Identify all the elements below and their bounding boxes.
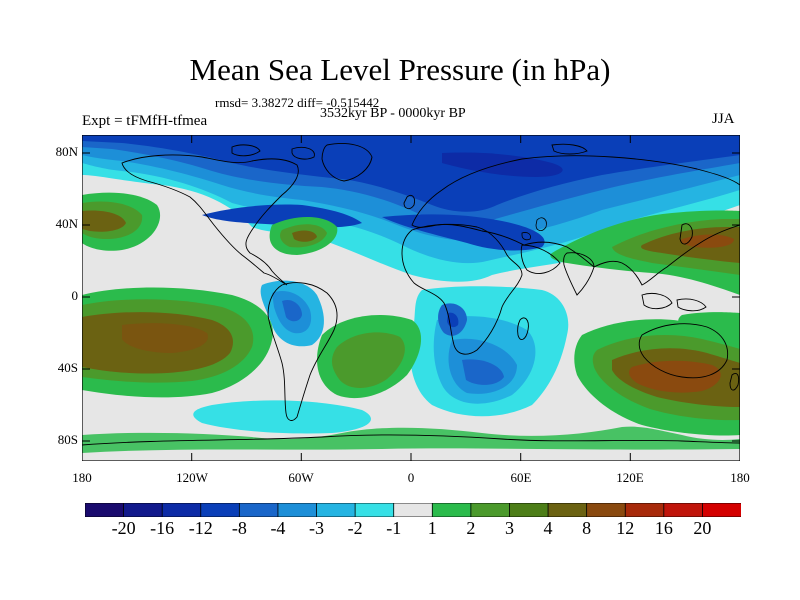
colorbar-label: -12 (188, 518, 213, 538)
colorbar-swatch (238, 503, 279, 517)
colorbar-label: 8 (582, 518, 592, 538)
period-text: 3532kyr BP - 0000kyr BP (320, 106, 466, 121)
lon-label-60e: 60E (510, 470, 532, 485)
colorbar-swatch (663, 503, 704, 517)
colorbar-swatch (470, 503, 511, 517)
colorbar-label: 12 (616, 518, 635, 538)
colorbar-swatch (702, 503, 741, 517)
stats-text: rmsd= 3.38272 diff= -0.515442 (215, 95, 380, 110)
colorbar-label: -8 (231, 518, 247, 538)
colorbar-swatch (547, 503, 588, 517)
lon-ticks (82, 135, 740, 461)
colorbar-label: 2 (466, 518, 476, 538)
lon-label-120e: 120E (616, 470, 644, 485)
colorbar-label: -3 (309, 518, 325, 538)
pressure-anomaly-map (82, 135, 740, 461)
colorbar-swatch (316, 503, 357, 517)
colorbar-swatch (161, 503, 202, 517)
lat-label-40n: 40N (55, 216, 78, 231)
colorbar (85, 503, 741, 517)
colorbar-swatch (624, 503, 665, 517)
colorbar-label: 3 (504, 518, 514, 538)
colorbar-swatch (431, 503, 472, 517)
season-label: JJA (712, 111, 735, 127)
lon-label-180e: 180 (730, 470, 750, 485)
map-title: Mean Sea Level Pressure (in hPa) (189, 52, 611, 87)
lat-ticks (82, 152, 740, 442)
colorbar-label: 20 (693, 518, 712, 538)
colorbar-swatch (586, 503, 627, 517)
colorbar-label: 1 (427, 518, 437, 538)
colorbar-label: -20 (111, 518, 136, 538)
colorbar-swatch (393, 503, 434, 517)
colorbar-label: 16 (654, 518, 673, 538)
inland-water (521, 217, 547, 241)
southern-lows (193, 280, 740, 434)
colorbar-swatch (509, 503, 549, 517)
colorbar-label: -2 (347, 518, 363, 538)
lon-label-0: 0 (407, 470, 415, 485)
coastlines (82, 143, 740, 446)
colorbar-label: -16 (150, 518, 175, 538)
lon-label-180w: 180 (72, 470, 92, 485)
colorbar-swatch (123, 503, 164, 517)
colorbar-label: -4 (270, 518, 286, 538)
colorbar-swatch (85, 503, 125, 517)
northern-low-band (82, 135, 740, 282)
lon-label-60w: 60W (288, 470, 314, 485)
colorbar-swatch (200, 503, 241, 517)
lat-label-40s: 40S (57, 360, 78, 375)
colorbar-swatch (277, 503, 318, 517)
lon-label-120w: 120W (176, 470, 208, 485)
colorbar-label: -1 (386, 518, 402, 538)
subtropical-highs (82, 192, 740, 461)
colorbar-swatch (354, 503, 395, 517)
lat-label-80n: 80N (55, 144, 78, 159)
lat-label-0: 0 (71, 288, 79, 303)
lat-label-80s: 80S (57, 432, 78, 447)
colorbar-label: 4 (543, 518, 553, 538)
experiment-label: Expt = tFMfH-tfmea (82, 113, 208, 129)
